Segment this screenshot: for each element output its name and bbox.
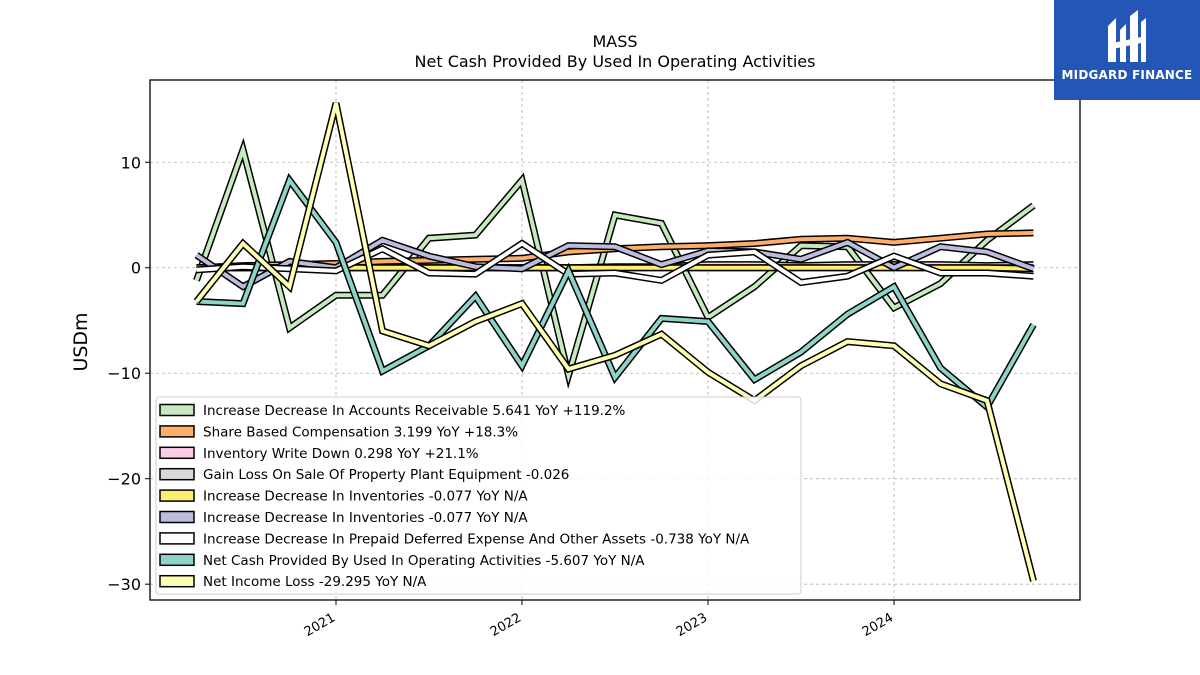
series-line-7 xyxy=(196,176,1036,411)
legend-box xyxy=(155,396,802,595)
legend-label: Increase Decrease In Prepaid Deferred Ex… xyxy=(203,531,750,547)
series-line-0 xyxy=(194,142,1035,384)
y-tick-label: −30 xyxy=(107,575,141,594)
series-lines xyxy=(193,102,1037,582)
brand-name: MIDGARD FINANCE xyxy=(1061,68,1193,82)
legend-label: Increase Decrease In Accounts Receivable… xyxy=(203,403,626,419)
legend: Increase Decrease In Accounts Receivable… xyxy=(155,396,802,595)
x-tick-label: 2022 xyxy=(488,610,524,640)
series-line-8 xyxy=(194,102,1036,582)
y-tick-label: −10 xyxy=(107,364,141,383)
legend-swatch xyxy=(159,467,195,481)
y-tick-label: 10 xyxy=(121,153,141,172)
chart-title: MASS xyxy=(592,32,637,51)
series-line-6 xyxy=(196,241,1034,285)
brand-logo-mark-icon xyxy=(1108,10,1146,62)
legend-swatch xyxy=(159,425,195,438)
legend-label: Net Income Loss -29.295 YoY N/A xyxy=(203,574,427,590)
legend-swatch xyxy=(159,403,195,417)
legend-swatch xyxy=(159,553,195,567)
legend-label: Net Cash Provided By Used In Operating A… xyxy=(203,553,645,569)
x-tick-label: 2023 xyxy=(674,610,710,640)
legend-label: Increase Decrease In Inventories -0.077 … xyxy=(203,510,528,526)
y-tick-label: 0 xyxy=(131,259,141,278)
y-tick-label: −20 xyxy=(107,470,141,489)
chart-subtitle: Net Cash Provided By Used In Operating A… xyxy=(415,52,816,71)
legend-label: Gain Loss On Sale Of Property Plant Equi… xyxy=(203,467,569,483)
legend-label: Share Based Compensation 3.199 YoY +18.3… xyxy=(203,424,518,440)
legend-label: Increase Decrease In Inventories -0.077 … xyxy=(203,489,528,505)
legend-swatch xyxy=(159,446,195,460)
y-axis-label: USDm xyxy=(70,312,92,371)
x-tick-label: 2024 xyxy=(860,610,896,640)
plot-frame xyxy=(149,79,1081,601)
legend-swatch xyxy=(159,489,195,502)
brand-logo: MIDGARD FINANCE xyxy=(1054,0,1200,100)
legend-swatch xyxy=(159,510,195,524)
legend-swatch xyxy=(159,574,195,588)
x-tick-label: 2021 xyxy=(302,610,338,640)
legend-label: Inventory Write Down 0.298 YoY +21.1% xyxy=(203,446,479,462)
legend-swatch xyxy=(159,532,195,545)
